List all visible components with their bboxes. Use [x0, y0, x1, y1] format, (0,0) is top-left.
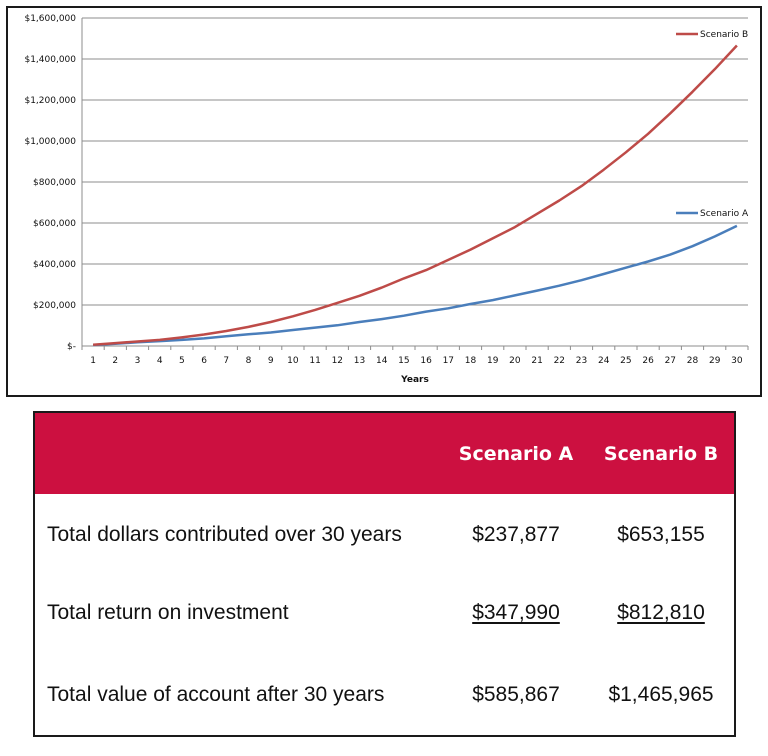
x-tick-label: 16 — [420, 356, 432, 366]
y-tick-label: $1,200,000 — [24, 96, 76, 106]
row-label: Total dollars contributed over 30 years — [47, 523, 402, 546]
cell-scenario-b: $812,810 — [617, 601, 705, 624]
x-tick-label: 19 — [487, 356, 499, 366]
x-tick-label: 24 — [598, 356, 610, 366]
table-header-row: Scenario A Scenario B — [35, 413, 734, 494]
legend-label: Scenario A — [700, 209, 749, 219]
x-tick-label: 8 — [246, 356, 252, 366]
cell-scenario-a: $347,990 — [472, 601, 560, 624]
series-line-scenario-a — [93, 224, 738, 347]
y-tick-label: $600,000 — [33, 219, 76, 229]
cell-scenario-b: $1,465,965 — [608, 683, 714, 706]
x-tick-label: 12 — [332, 356, 343, 366]
y-tick-label: $200,000 — [33, 301, 76, 311]
y-tick-label: $1,600,000 — [24, 14, 76, 24]
x-tick-label: 14 — [376, 356, 388, 366]
x-tick-label: 28 — [687, 356, 699, 366]
y-tick-label: $1,000,000 — [24, 137, 76, 147]
x-tick-label: 7 — [223, 356, 229, 366]
x-tick-label: 30 — [731, 356, 743, 366]
x-tick-label: 18 — [465, 356, 477, 366]
y-tick-label: $400,000 — [33, 260, 76, 270]
header-scenario-a: Scenario A — [458, 443, 574, 465]
x-tick-label: 20 — [509, 356, 521, 366]
cell-scenario-a: $237,877 — [472, 523, 560, 546]
x-tick-label: 5 — [179, 356, 185, 366]
x-tick-label: 3 — [135, 356, 141, 366]
header-scenario-b: Scenario B — [603, 443, 719, 465]
x-tick-label: 23 — [576, 356, 587, 366]
cell-scenario-b: $653,155 — [617, 523, 705, 546]
x-tick-label: 29 — [709, 356, 721, 366]
legend-label: Scenario B — [700, 30, 748, 40]
y-tick-label: $- — [67, 342, 76, 352]
x-tick-label: 22 — [554, 356, 565, 366]
series-line-scenario-b — [93, 44, 738, 347]
chart-panel: $- $200,000 $400,000 $600,000 $800,000 $1,000… — [6, 6, 762, 397]
x-tick-label: 27 — [665, 356, 676, 366]
comparison-table: Scenario A Scenario B Total dollars cont… — [33, 411, 736, 737]
x-tick-label: 15 — [398, 356, 409, 366]
x-tick-label: 10 — [287, 356, 299, 366]
y-tick-label: $1,400,000 — [24, 55, 76, 65]
line-chart: $- $200,000 $400,000 $600,000 $800,000 $1,000… — [24, 14, 749, 385]
y-tick-label: $800,000 — [33, 178, 76, 188]
x-tick-label: 13 — [354, 356, 365, 366]
x-tick-label: 25 — [620, 356, 631, 366]
x-axis-title: Years — [400, 375, 429, 385]
x-tick-label: 11 — [309, 356, 320, 366]
x-tick-label: 1 — [90, 356, 96, 366]
x-tick-label: 26 — [642, 356, 654, 366]
x-tick-label: 9 — [268, 356, 274, 366]
x-tick-label: 6 — [201, 356, 207, 366]
cell-scenario-a: $585,867 — [472, 683, 560, 706]
row-label: Total value of account after 30 years — [47, 683, 385, 706]
x-tick-label: 21 — [531, 356, 542, 366]
x-tick-label: 17 — [443, 356, 454, 366]
x-tick-label: 4 — [157, 356, 163, 366]
x-tick-label: 2 — [112, 356, 118, 366]
row-label: Total return on investment — [47, 601, 289, 624]
